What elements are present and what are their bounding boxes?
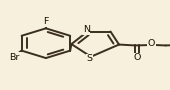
Text: O: O: [133, 53, 141, 62]
Text: F: F: [43, 17, 49, 26]
Text: S: S: [87, 54, 93, 63]
Text: N: N: [83, 25, 90, 34]
Text: O: O: [148, 39, 155, 48]
Text: Br: Br: [10, 53, 20, 62]
